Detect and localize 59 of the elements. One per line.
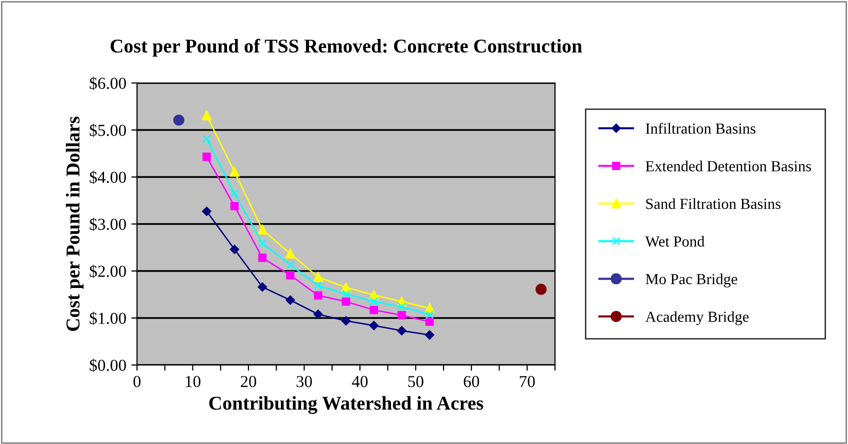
point bbox=[370, 306, 378, 314]
point bbox=[258, 282, 268, 292]
x-tick-label: 10 bbox=[186, 376, 200, 388]
point bbox=[313, 272, 323, 282]
legend-label: Wet Pond bbox=[645, 236, 704, 247]
point bbox=[202, 134, 211, 144]
point bbox=[342, 290, 350, 298]
point bbox=[258, 239, 267, 248]
x-tick-label: 50 bbox=[408, 376, 424, 388]
point bbox=[230, 189, 239, 198]
point bbox=[286, 271, 294, 280]
point bbox=[258, 254, 267, 262]
chart-title: Cost per Pound of TSS Removed: Concrete Construction bbox=[110, 38, 582, 57]
x-axis-title: Contributing Watershed in Acres bbox=[209, 396, 484, 414]
point bbox=[202, 152, 211, 161]
y-tick-label: $4.00 bbox=[90, 170, 126, 184]
point bbox=[230, 202, 239, 210]
point bbox=[342, 297, 350, 306]
point bbox=[173, 114, 184, 126]
y-tick-label: $0.00 bbox=[90, 358, 126, 372]
legend-label: Sand Filtration Basins bbox=[646, 198, 780, 210]
y-tick-label: $6.00 bbox=[90, 76, 126, 90]
point bbox=[536, 284, 547, 295]
point bbox=[314, 310, 323, 319]
point bbox=[425, 318, 434, 326]
point bbox=[285, 248, 296, 258]
y-tick-label: $3.00 bbox=[90, 218, 126, 232]
point bbox=[202, 110, 212, 120]
point bbox=[314, 291, 322, 300]
x-tick-label: 60 bbox=[464, 376, 480, 388]
y-axis-title: Cost per Pound in Dollars bbox=[66, 116, 84, 331]
point bbox=[424, 330, 434, 340]
x-tick-label: 40 bbox=[352, 376, 368, 388]
point bbox=[286, 296, 295, 305]
point bbox=[314, 281, 322, 290]
legend-label: Infiltration Basins bbox=[646, 122, 756, 134]
x-tick-label: 30 bbox=[296, 376, 312, 388]
point bbox=[258, 224, 268, 234]
y-tick-label: $2.00 bbox=[90, 264, 126, 278]
y-tick-label: $5.00 bbox=[90, 124, 126, 138]
point bbox=[341, 282, 351, 292]
point bbox=[341, 316, 351, 326]
point bbox=[398, 311, 406, 320]
point bbox=[369, 320, 378, 330]
point bbox=[425, 310, 434, 319]
legend-label: Extended Detention Basins bbox=[646, 160, 811, 172]
x-tick-label: 70 bbox=[520, 376, 535, 388]
point bbox=[230, 244, 240, 254]
legend-label: Academy Bridge bbox=[645, 311, 749, 326]
point bbox=[398, 302, 406, 311]
point bbox=[202, 206, 212, 216]
point bbox=[397, 326, 406, 336]
legend-label: Mo Pac Bridge bbox=[646, 274, 738, 288]
point bbox=[370, 297, 378, 306]
point bbox=[230, 166, 240, 177]
y-tick-label: $1.00 bbox=[90, 312, 126, 326]
x-tick-label: 0 bbox=[133, 376, 141, 388]
point bbox=[286, 260, 294, 270]
x-tick-label: 20 bbox=[240, 376, 256, 388]
